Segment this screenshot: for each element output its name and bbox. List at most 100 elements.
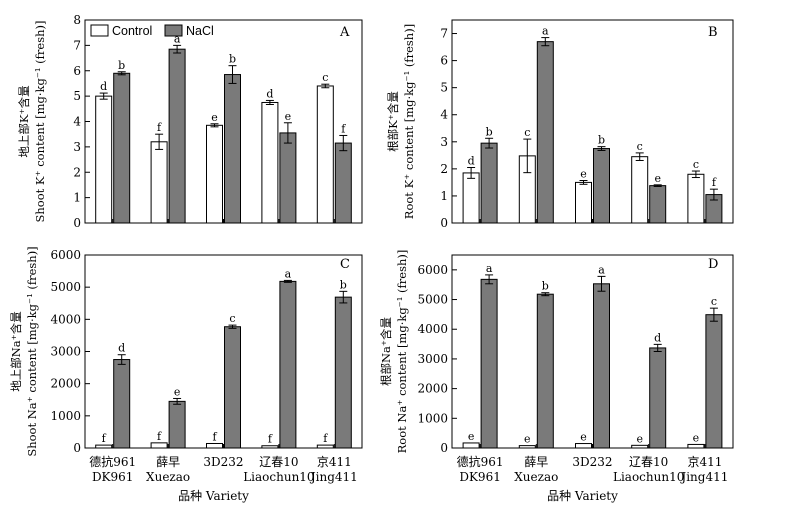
bar-nacl (649, 185, 667, 224)
category-label-cn: 德抗961 (457, 454, 504, 469)
significance-letter: f (102, 432, 107, 445)
category-label-cn: 薛早 (156, 455, 180, 469)
significance-letter: f (268, 433, 273, 446)
panels: 0 1 2 3 4 5 6 7 8 A 地上部K⁺含量 Shoot K⁺ content [mg·kg… (9, 13, 734, 503)
significance-letter: a (174, 32, 181, 45)
y-tick-label: 7 (73, 38, 81, 52)
bar-control (687, 173, 705, 224)
significance-letter: d (468, 155, 475, 168)
significance-letter: c (693, 158, 699, 171)
panel-D: 0 1000 2000 3000 4000 5000 6000 D 根部Na⁺含量 Root Na… (379, 250, 734, 503)
y-tick-label: 6000 (50, 248, 81, 262)
significance-letter: b (486, 125, 493, 138)
significance-letter: f (323, 432, 328, 445)
bar-nacl (113, 359, 131, 449)
y-tick-label: 8 (73, 13, 81, 27)
bar-nacl (480, 142, 498, 224)
bar-control (575, 181, 592, 224)
significance-letter: b (118, 59, 125, 72)
significance-letter: f (712, 176, 717, 189)
x-axis-label: 品种 Variety (178, 489, 249, 503)
y-tick-label: 1000 (50, 409, 81, 423)
significance-letter: d (654, 331, 661, 344)
y-tick-label: 0 (73, 441, 81, 455)
bar-control (95, 95, 113, 224)
category-label-en: Liaochun10 (243, 470, 314, 484)
y-tick-label: 5 (440, 81, 448, 95)
bar-nacl (480, 278, 498, 449)
significance-letter: c (229, 312, 235, 325)
y-tick-label: 6 (440, 54, 448, 68)
bar-control (462, 172, 480, 224)
bar-control (95, 444, 113, 449)
y-axis-label-cn: 根部Na⁺含量 (379, 317, 393, 386)
category-label-en: Xuezao (146, 470, 190, 484)
significance-letter: e (468, 430, 475, 443)
y-tick-label: 2 (73, 165, 81, 179)
category-label-cn: 京411 (687, 455, 722, 469)
y-tick-label: 0 (440, 441, 448, 455)
y-tick-label: 5000 (50, 280, 81, 294)
significance-letter: d (266, 87, 273, 100)
y-tick-label: 2 (440, 162, 448, 176)
bar-nacl (536, 293, 554, 449)
bar-control (150, 141, 168, 224)
y-tick-label: 0 (73, 216, 81, 230)
category-label-cn: 京411 (317, 455, 352, 469)
bar-nacl (334, 142, 352, 224)
bar-nacl (279, 280, 297, 449)
bar-nacl (593, 148, 610, 224)
y-tick-label: 4000 (417, 322, 448, 336)
y-tick-label: 0 (440, 216, 448, 230)
significance-letter: f (157, 430, 162, 443)
y-axis-label-en: Shoot Na⁺ content [mg·kg⁻¹ (fresh)] (25, 246, 39, 456)
bar-nacl (536, 41, 554, 224)
category-label-cn: 3D232 (203, 455, 243, 469)
y-tick-label: 3000 (417, 352, 448, 366)
bar-nacl (168, 48, 186, 224)
category-label-cn: 3D232 (572, 455, 612, 469)
panel-letter: C (340, 257, 350, 272)
y-tick-label: 5000 (417, 293, 448, 307)
panel-letter: A (339, 25, 350, 40)
significance-letter: e (524, 433, 531, 446)
bar-nacl (705, 314, 723, 449)
category-label-cn: 德抗961 (89, 454, 136, 469)
significance-letter: c (711, 295, 717, 308)
significance-letter: a (542, 25, 549, 38)
y-tick-label: 2000 (50, 377, 81, 391)
x-axis-label: 品种 Variety (547, 489, 618, 503)
panel-letter: D (708, 257, 718, 272)
significance-letter: e (636, 432, 643, 445)
bar-nacl (113, 72, 131, 224)
significance-letter: e (580, 168, 587, 181)
y-tick-label: 4 (73, 115, 81, 129)
bar-control (316, 85, 334, 224)
category-label-cn: 薛早 (524, 455, 548, 469)
y-tick-label: 6000 (417, 263, 448, 277)
legend-swatch-control (90, 24, 109, 37)
significance-letter: e (693, 431, 700, 444)
significance-letter: e (580, 431, 587, 444)
y-axis-label-cn: 地上部Na⁺含量 (9, 311, 23, 392)
y-tick-label: 6 (73, 64, 81, 78)
category-label-en: DK961 (92, 470, 134, 484)
y-axis-label-cn: 根部K⁺含量 (386, 91, 400, 152)
significance-letter: a (486, 262, 493, 275)
y-tick-label: 3 (73, 140, 81, 154)
bar-control (316, 444, 334, 449)
category-label-en: DK961 (459, 470, 501, 484)
significance-letter: e (211, 111, 218, 124)
significance-letter: d (118, 342, 125, 355)
y-tick-label: 2000 (417, 382, 448, 396)
y-axis-label-en: Root K⁺ content [mg·kg⁻¹ (fresh)] (402, 24, 416, 219)
legend-label-nacl: NaCl (186, 24, 214, 38)
y-tick-label: 4000 (50, 312, 81, 326)
significance-letter: b (598, 134, 605, 147)
y-tick-label: 3000 (50, 345, 81, 359)
y-tick-label: 4 (440, 108, 448, 122)
y-tick-label: 7 (440, 27, 448, 41)
bar-control (575, 443, 592, 449)
category-label-en: Jing411 (309, 470, 358, 484)
significance-letter: c (637, 140, 643, 153)
